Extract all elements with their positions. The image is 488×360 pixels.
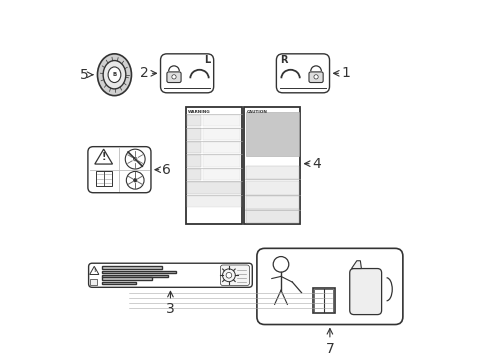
Bar xyxy=(245,112,299,156)
Bar xyxy=(102,282,136,284)
Text: 4: 4 xyxy=(312,157,321,171)
Bar xyxy=(187,128,201,140)
Circle shape xyxy=(313,75,318,79)
Bar xyxy=(314,289,333,312)
Bar xyxy=(102,275,167,278)
Text: 3: 3 xyxy=(166,302,175,316)
Bar xyxy=(203,115,239,126)
Ellipse shape xyxy=(103,60,125,89)
FancyBboxPatch shape xyxy=(349,269,381,315)
Text: 6: 6 xyxy=(162,163,171,177)
Bar xyxy=(312,288,334,313)
Text: !: ! xyxy=(101,152,106,162)
Bar xyxy=(102,271,176,273)
Text: !: ! xyxy=(93,268,95,273)
Ellipse shape xyxy=(108,67,121,82)
Text: L: L xyxy=(204,55,210,65)
Text: B: B xyxy=(112,72,116,77)
Bar xyxy=(244,107,300,224)
Ellipse shape xyxy=(97,54,131,96)
FancyBboxPatch shape xyxy=(220,265,249,285)
Circle shape xyxy=(225,273,231,278)
Text: WARNING: WARNING xyxy=(187,110,210,114)
Text: 1: 1 xyxy=(341,66,350,80)
Bar xyxy=(90,279,97,285)
Bar xyxy=(187,115,201,126)
FancyBboxPatch shape xyxy=(308,72,323,82)
Bar xyxy=(96,171,112,186)
Polygon shape xyxy=(351,261,361,269)
Text: CAUTION: CAUTION xyxy=(246,110,266,114)
Bar xyxy=(245,210,299,223)
Text: 2: 2 xyxy=(140,66,148,80)
Bar xyxy=(245,166,299,180)
Bar xyxy=(185,107,242,224)
Bar xyxy=(187,182,241,194)
Bar xyxy=(203,128,239,140)
Bar xyxy=(187,155,201,167)
Bar xyxy=(187,142,201,153)
Bar xyxy=(102,266,162,269)
FancyBboxPatch shape xyxy=(166,72,181,82)
Text: 7: 7 xyxy=(325,342,334,356)
Text: R: R xyxy=(279,55,287,65)
Bar xyxy=(203,155,239,167)
Text: 5: 5 xyxy=(80,68,88,82)
Bar xyxy=(245,197,299,210)
Bar xyxy=(102,278,151,279)
Circle shape xyxy=(133,179,137,182)
Bar xyxy=(245,181,299,195)
Bar xyxy=(203,142,239,153)
Circle shape xyxy=(171,75,176,79)
Bar xyxy=(187,168,201,180)
Bar xyxy=(203,168,239,180)
Circle shape xyxy=(133,157,137,161)
Bar xyxy=(187,195,241,207)
